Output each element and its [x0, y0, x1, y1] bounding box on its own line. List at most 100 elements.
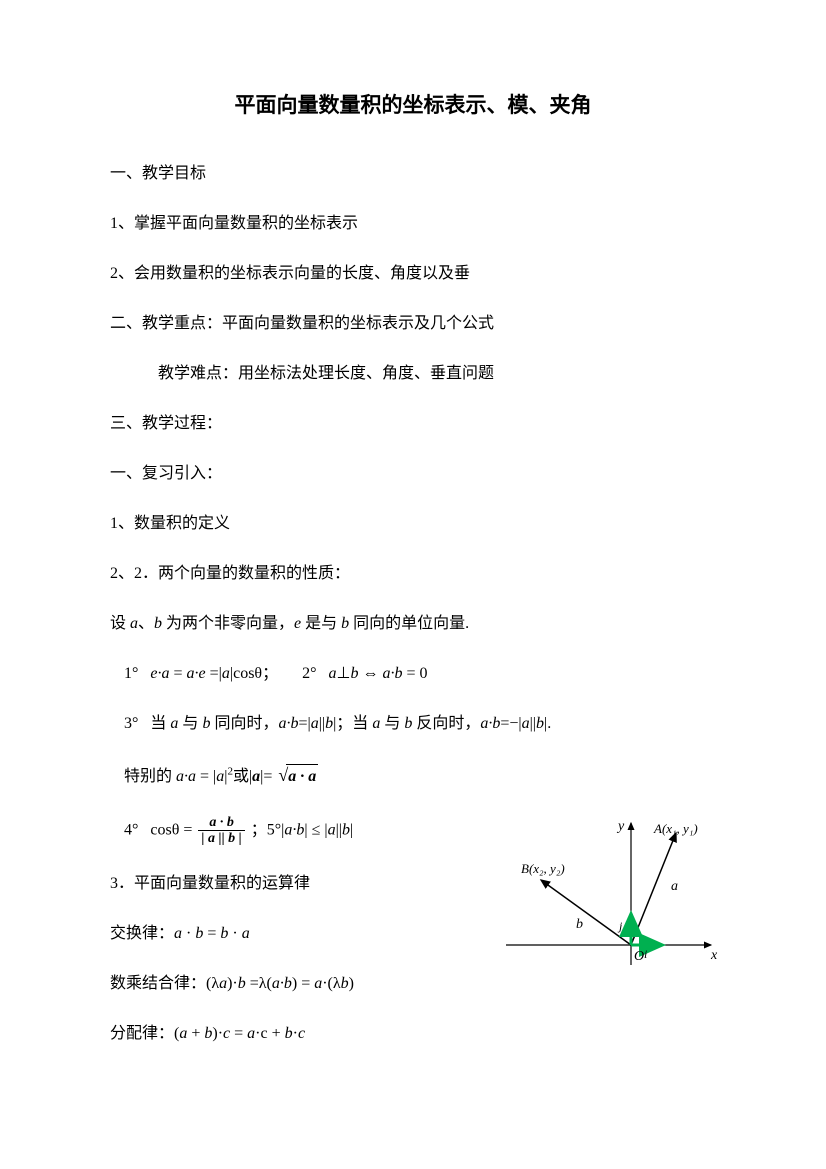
perp: ⊥ [337, 665, 351, 682]
expr: e·a [150, 665, 169, 682]
text: = [203, 925, 220, 942]
var-b: b [342, 821, 350, 838]
text: |cosθ； [230, 665, 278, 682]
text: ) [349, 975, 354, 992]
label-a: a [671, 879, 678, 894]
expr: a·b [382, 665, 402, 682]
text: 同向的单位向量. [349, 615, 469, 632]
var-a: a [222, 665, 230, 682]
text: |. [544, 715, 551, 732]
text: |= [260, 768, 276, 785]
expr: a·b [480, 715, 500, 732]
property-3b: 特别的 a·a = |a|2或|a|= a · a [110, 762, 716, 789]
denominator: | a || b | [198, 831, 244, 846]
section-3-heading: 三、教学过程： [110, 412, 716, 436]
property-3: 3° 当 a 与 b 同向时，a·b=|a||b|；当 a 与 b 反向时，a·… [110, 712, 716, 736]
text: ；5°| [251, 821, 285, 838]
label-i: i [644, 947, 647, 961]
text: 特别的 [124, 768, 176, 785]
text: =| [206, 665, 222, 682]
text: · [182, 925, 195, 942]
text: =−| [500, 715, 521, 732]
var-b: b [325, 715, 333, 732]
label: 1° [124, 665, 138, 682]
section-4-item-1: 1、数量积的定义 [110, 512, 716, 536]
text: | ≤ | [304, 821, 327, 838]
var-b: b [238, 975, 246, 992]
iff: ⇔ [358, 665, 382, 682]
expr: a·b [284, 821, 304, 838]
text: )· [227, 975, 238, 992]
var-a: a [174, 925, 182, 942]
text: )· [212, 1025, 223, 1042]
expr: a·a [176, 768, 196, 785]
text: 为两个非零向量， [162, 615, 294, 632]
property-4-5: 4° cosθ = a · b | a || b | ；5°|a·b| ≤ |a… [110, 815, 470, 847]
var-c: c [298, 1025, 305, 1042]
text: 同向时， [210, 715, 278, 732]
text: cosθ = [150, 821, 192, 838]
rule-scalar-assoc: 数乘结合律：(λa)·b =λ(a·b) = a·(λb) [110, 972, 716, 996]
fraction: a · b | a || b | [198, 815, 244, 847]
expr: a·e [187, 665, 206, 682]
vector-b [541, 880, 631, 945]
var-a: a [329, 665, 337, 682]
text: ) = [292, 975, 314, 992]
numerator: a · b [198, 815, 244, 831]
label: 3° [124, 715, 138, 732]
text: = [230, 1025, 247, 1042]
text: 与 [380, 715, 404, 732]
var-a: a [219, 975, 227, 992]
text: 与 [178, 715, 202, 732]
text: 或| [233, 768, 252, 785]
var-a-bold: a [252, 768, 260, 785]
label-x: x [710, 948, 718, 963]
page-title: 平面向量数量积的坐标表示、模、夹角 [110, 90, 716, 122]
text: ·c + [255, 1025, 284, 1042]
text: =λ( [246, 975, 272, 992]
var-b: b [154, 615, 162, 632]
property-1-2: 1° e·a = a·e =|a|cosθ； 2° a⊥b ⇔ a·b = 0 [110, 662, 716, 686]
var-b: b [341, 615, 349, 632]
radicand: a · a [286, 764, 318, 789]
label-b: b [576, 917, 583, 932]
var-a: a [247, 1025, 255, 1042]
label: 数乘结合律：(λ [110, 975, 219, 992]
label-y: y [616, 819, 625, 834]
label-O: O [634, 949, 644, 964]
label: 分配律：( [110, 1025, 179, 1042]
section-4-heading: 一、复习引入： [110, 462, 716, 486]
text: = [170, 665, 187, 682]
text: =| [298, 715, 310, 732]
label-A: A(x₁, y₁) [653, 821, 698, 836]
vector-a [631, 833, 676, 945]
expr: a·b [272, 975, 292, 992]
text: + [187, 1025, 204, 1042]
section-1-heading: 一、教学目标 [110, 162, 716, 186]
vector-diagram: y x O A(x₁, y₁) B(x₂, y₂) a b i j [486, 815, 726, 975]
var-b: b [341, 975, 349, 992]
var-a: a [242, 925, 250, 942]
var-b: b [536, 715, 544, 732]
section-4-setup: 设 a、b 为两个非零向量，e 是与 b 同向的单位向量. [110, 612, 716, 636]
section-1-item-1: 1、掌握平面向量数量积的坐标表示 [110, 212, 716, 236]
label-j: j [617, 919, 623, 933]
sqrt: a · a [276, 762, 318, 789]
text: 是与 [301, 615, 341, 632]
section-2-line-2: 教学难点：用坐标法处理长度、角度、垂直问题 [110, 362, 716, 386]
var-a: a [130, 615, 138, 632]
text: |；当 [333, 715, 372, 732]
text: 设 [110, 615, 130, 632]
rule-distributive: 分配律：(a + b)·c = a·c + b·c [110, 1022, 716, 1046]
section-1-item-2: 2、会用数量积的坐标表示向量的长度、角度以及垂 [110, 262, 716, 286]
label: 4° [124, 821, 138, 838]
text: 、 [138, 615, 154, 632]
var-a: a [328, 821, 336, 838]
section-4-item-2: 2、2．两个向量的数量积的性质： [110, 562, 716, 586]
label: 交换律： [110, 925, 174, 942]
text: ·(λ [322, 975, 340, 992]
section-2-line-1: 二、教学重点：平面向量数量积的坐标表示及几个公式 [110, 312, 716, 336]
label: 2° [302, 665, 316, 682]
text: 反向时， [412, 715, 480, 732]
var-b: b [285, 1025, 293, 1042]
